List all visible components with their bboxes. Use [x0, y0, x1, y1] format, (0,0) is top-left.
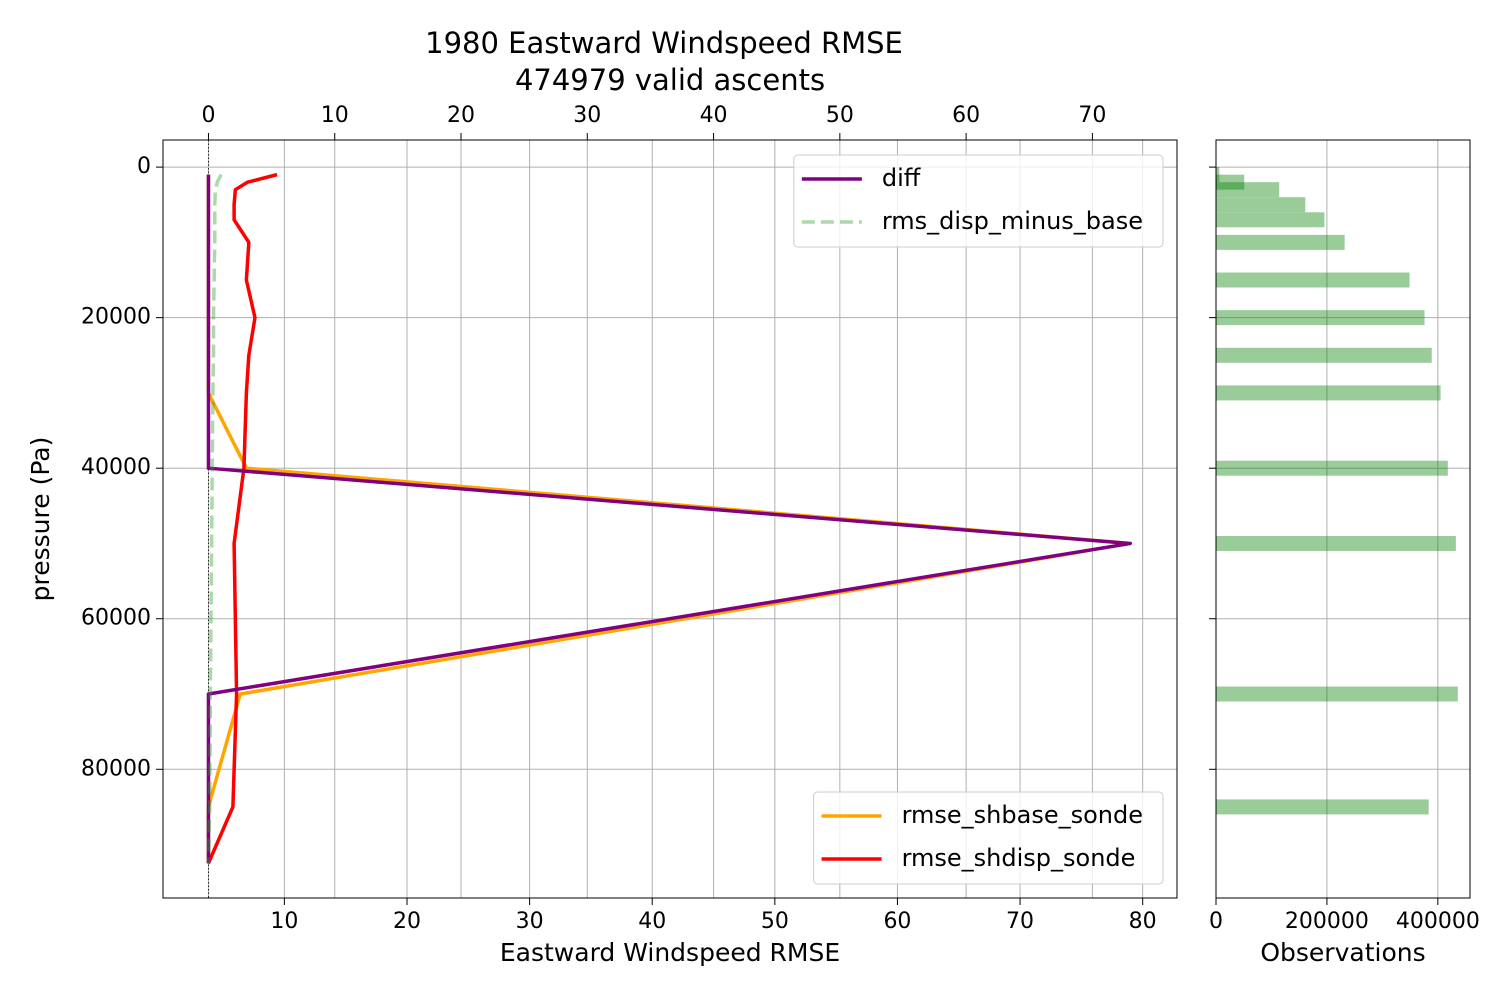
chart-subtitle: 474979 valid ascents	[515, 63, 825, 97]
bar	[1216, 385, 1441, 401]
y-tick-label: 0	[137, 154, 151, 179]
bar	[1216, 174, 1245, 190]
x2-tick-label: 20	[447, 103, 475, 128]
plot-frame	[1215, 139, 1471, 899]
bar	[1216, 686, 1458, 702]
x2-tick-label: 10	[321, 103, 349, 128]
y-tick-label: 80000	[81, 756, 151, 781]
line-series	[206, 174, 1133, 864]
x2-tick-label: 0	[201, 103, 215, 128]
legend-box	[813, 791, 1164, 885]
legend-label: rms_disp_minus_base	[882, 207, 1143, 235]
x-axis-label: Eastward Windspeed RMSE	[500, 938, 840, 967]
bar	[1216, 347, 1432, 363]
bar	[1216, 310, 1425, 326]
bar	[1216, 234, 1345, 250]
x-tick-label: 10	[270, 909, 298, 934]
x2-tick-label: 30	[573, 103, 601, 128]
legend: diff rms_disp_minus_base	[793, 154, 1164, 248]
y-axis-label: pressure (Pa)	[26, 437, 55, 602]
x-tick-label: 400000	[1396, 909, 1480, 934]
x-tick-label: 40	[638, 909, 666, 934]
x-tick-label: 50	[761, 909, 789, 934]
legend-label: rmse_shdisp_sonde	[902, 844, 1136, 872]
x-tick-label: 20	[393, 909, 421, 934]
chart-title: 1980 Eastward Windspeed RMSE	[425, 26, 903, 60]
x2-tick-label: 50	[826, 103, 854, 128]
x-tick-label: 80	[1129, 909, 1157, 934]
bar	[1216, 167, 1220, 183]
legend-label: diff	[882, 164, 921, 192]
x-tick-label: 60	[883, 909, 911, 934]
bar	[1216, 182, 1280, 198]
bar	[1216, 212, 1325, 228]
line-series	[206, 173, 223, 864]
x-tick-label: 200000	[1285, 909, 1369, 934]
x-tick-label: 30	[516, 909, 544, 934]
bar	[1216, 197, 1306, 213]
hist-x-axis-label: Observations	[1260, 938, 1425, 967]
y-tick-label: 60000	[81, 606, 151, 631]
x-tick-label: 70	[1006, 909, 1034, 934]
legend: rmse_shbase_sonde rmse_shdisp_sonde	[813, 791, 1164, 885]
plot-frame	[162, 139, 1178, 899]
line-series	[206, 172, 278, 865]
x2-tick-label: 60	[952, 103, 980, 128]
legend-box	[793, 154, 1164, 248]
x-tick-label: 0	[1209, 909, 1223, 934]
x2-tick-label: 70	[1078, 103, 1106, 128]
y-tick-label: 20000	[81, 305, 151, 330]
bar	[1216, 272, 1410, 288]
bar	[1216, 535, 1456, 551]
x2-tick-label: 40	[700, 103, 728, 128]
legend-label: rmse_shbase_sonde	[902, 801, 1143, 829]
y-tick-label: 40000	[81, 455, 151, 480]
bar	[1216, 799, 1429, 815]
bar	[1216, 460, 1448, 476]
